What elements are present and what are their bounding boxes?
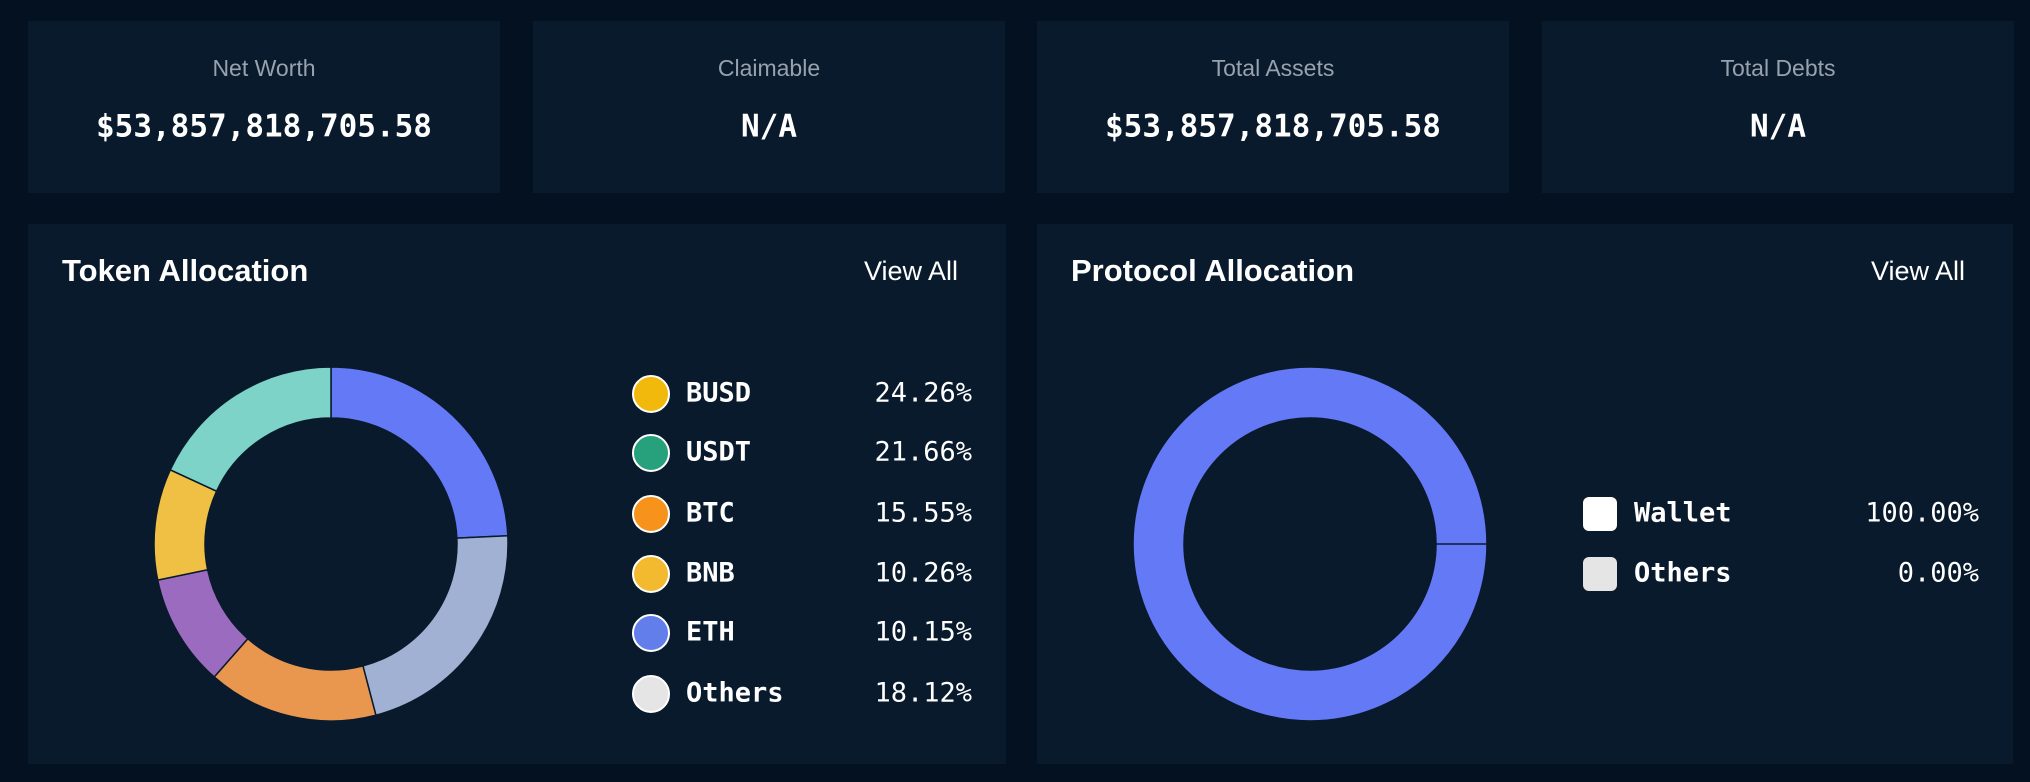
legend-name: BTC <box>686 498 735 529</box>
legend-name: Others <box>1634 558 1732 589</box>
token-icon <box>632 375 670 413</box>
protocol-icon <box>1583 557 1617 591</box>
legend-name: Others <box>686 678 784 709</box>
view-all-link[interactable]: View All <box>1871 256 1965 286</box>
legend-percent: 10.26% <box>874 558 972 589</box>
panel-title: Token Allocation <box>62 253 308 288</box>
stat-value: $53,857,818,705.58 <box>1105 109 1441 145</box>
legend-percent: 100.00% <box>1865 498 1979 529</box>
legend-name: USDT <box>686 437 751 468</box>
token-icon <box>632 555 670 593</box>
donut-slice <box>1132 366 1488 722</box>
legend-percent: 24.26% <box>874 378 972 409</box>
stat-value: N/A <box>1750 109 1806 145</box>
legend-percent: 15.55% <box>874 498 972 529</box>
legend-percent: 18.12% <box>874 678 972 709</box>
legend-name: ETH <box>686 617 735 648</box>
stat-card <box>533 21 1005 193</box>
legend-percent: 0.00% <box>1898 558 1979 589</box>
stat-card <box>1542 21 2014 193</box>
stat-label: Total Debts <box>1720 55 1835 81</box>
view-all-link[interactable]: View All <box>864 256 958 286</box>
legend-name: Wallet <box>1634 498 1732 529</box>
stat-value: N/A <box>741 109 797 145</box>
stat-label: Total Assets <box>1212 55 1335 81</box>
token-icon <box>632 434 670 472</box>
stat-value: $53,857,818,705.58 <box>96 109 432 145</box>
legend-name: BUSD <box>686 378 751 409</box>
token-icon <box>632 614 670 652</box>
stat-card <box>1037 21 1509 193</box>
donut-slice <box>169 366 332 493</box>
panel-title: Protocol Allocation <box>1071 253 1354 288</box>
legend-percent: 10.15% <box>874 617 972 648</box>
token-icon <box>632 675 670 713</box>
stat-label: Net Worth <box>212 55 315 81</box>
legend-percent: 21.66% <box>874 437 972 468</box>
stat-card <box>28 21 500 193</box>
token-icon <box>632 495 670 533</box>
legend-name: BNB <box>686 558 735 589</box>
stat-label: Claimable <box>718 55 820 81</box>
protocol-icon <box>1583 497 1617 531</box>
